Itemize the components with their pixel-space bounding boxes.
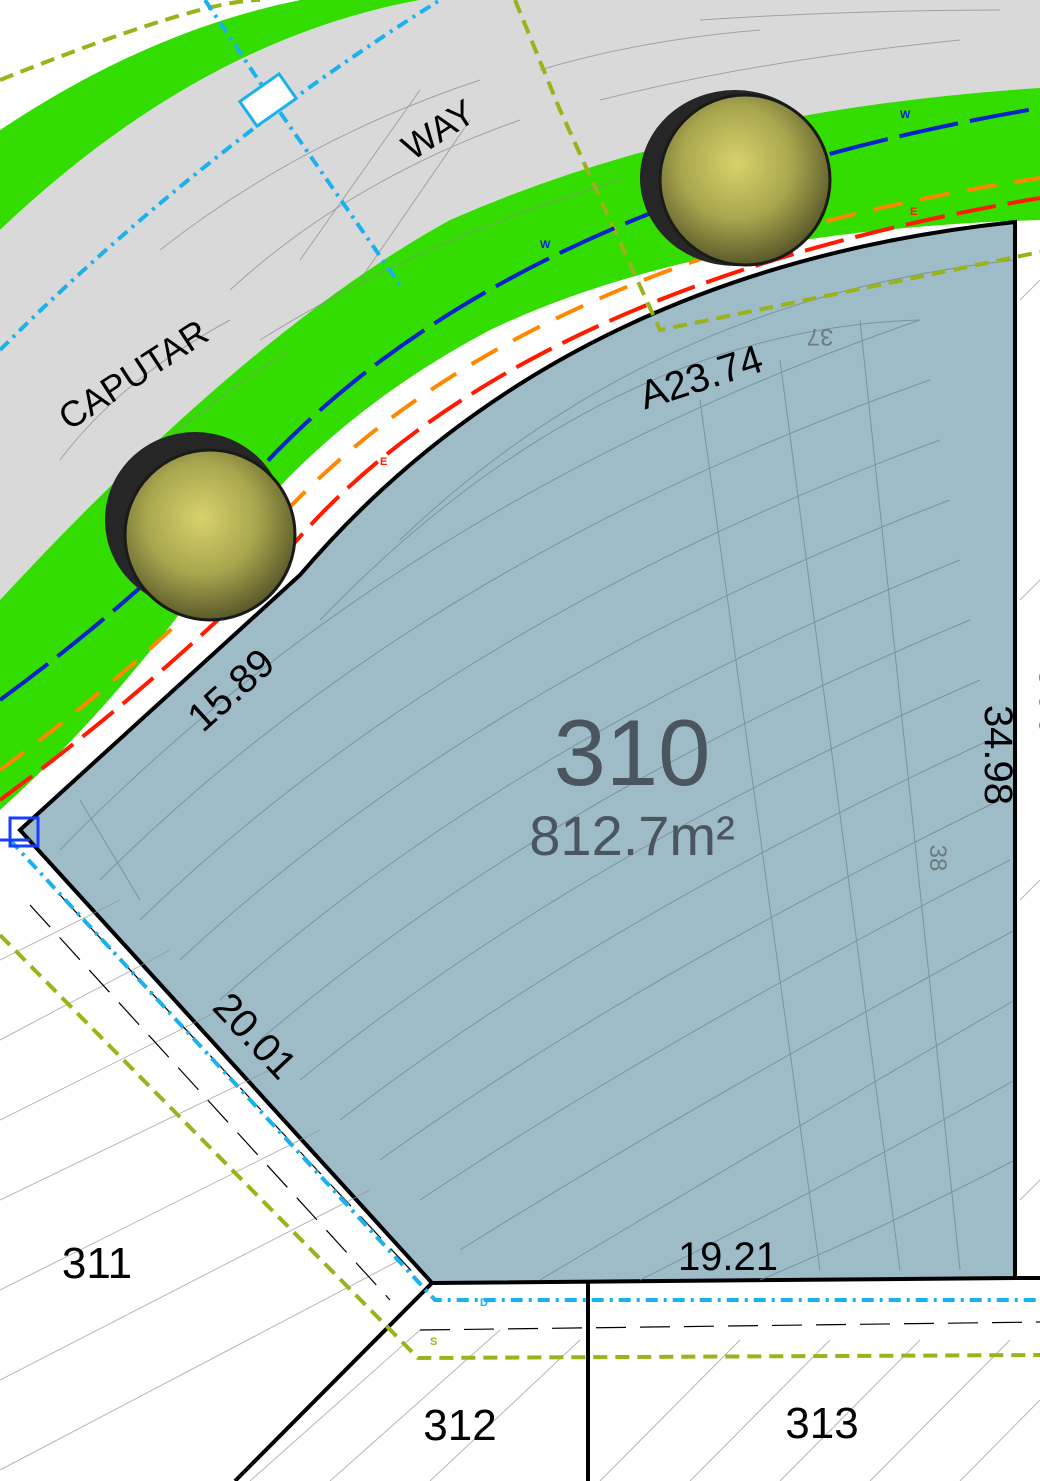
svg-text:E: E (380, 456, 387, 468)
svg-text:D: D (480, 1297, 488, 1309)
lot-number-309-partial: 309 (1030, 665, 1040, 738)
verge-upper-left (0, 0, 420, 230)
lot-310-parcel[interactable] (17, 219, 1017, 1286)
gas-line (0, 176, 1040, 772)
street-tree-lower (105, 432, 297, 622)
svg-text:W: W (900, 109, 911, 121)
easement-lines (29, 894, 1040, 1331)
svg-text:W: W (540, 239, 551, 251)
dimension-side-right: 34.98 (976, 705, 1020, 805)
drainage-pit (237, 71, 299, 129)
lot-contour-lines (59, 259, 1015, 1281)
lot-area: 812.7m² (529, 804, 734, 867)
lot-number-312: 312 (423, 1401, 496, 1450)
svg-text:S: S (430, 1336, 437, 1348)
sewer-line (0, 0, 1040, 1361)
lot-number-313: 313 (785, 1399, 858, 1448)
lot-number-311: 311 (62, 1239, 132, 1288)
contour-label-37: 37 (807, 323, 834, 350)
service-markers: W W E E S D (380, 109, 917, 1348)
lot-number: 310 (554, 700, 711, 805)
survey-mark-icon (0, 816, 40, 848)
street-tree-upper (640, 90, 832, 267)
svg-text:E: E (910, 206, 917, 218)
dimension-rear: 19.21 (678, 1235, 778, 1279)
neighbour-hatching (0, 279, 1040, 1481)
contour-label-38: 38 (924, 845, 951, 872)
neighbour-boundaries (233, 222, 1040, 1481)
road-caputar-way (0, 0, 1040, 600)
